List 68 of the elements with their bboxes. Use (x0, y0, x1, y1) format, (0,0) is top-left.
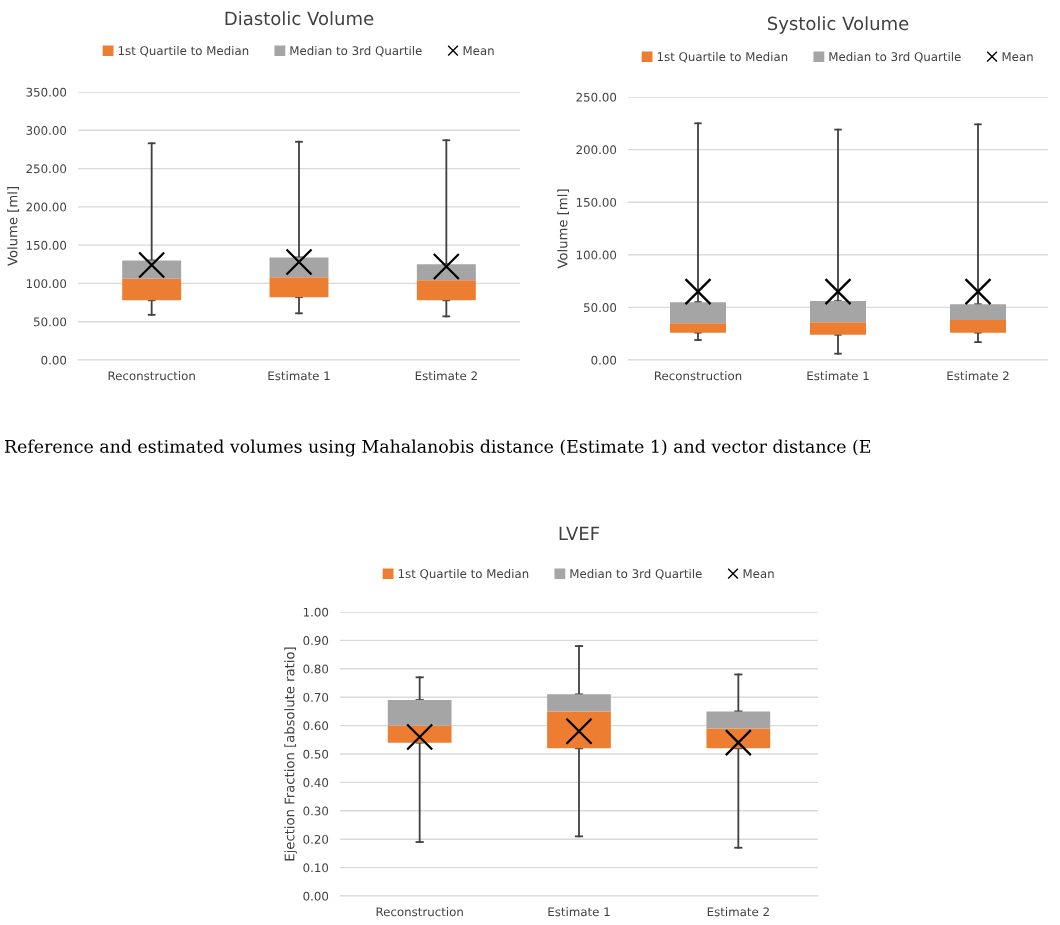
bar (547, 711, 611, 749)
y-tick-label: 250.00 (26, 164, 67, 174)
bar (387, 700, 452, 726)
legend-label: Median to 3rd Quartile (290, 45, 422, 57)
x-tick-label: Estimate 2 (415, 371, 477, 381)
y-tick-label: 250.00 (576, 92, 617, 102)
bar (950, 320, 1006, 333)
y-tick-label: 0.10 (303, 863, 329, 873)
legend-label: 1st Quartile to Median (398, 568, 529, 580)
chart-title: LVEF (559, 526, 600, 540)
bar (810, 301, 866, 323)
bar (416, 264, 476, 281)
bar (950, 304, 1006, 321)
y-tick-label: 0.00 (591, 355, 617, 365)
x-tick-label: Estimate 2 (947, 371, 1009, 381)
y-tick-label: 0.60 (303, 721, 329, 731)
x-tick-label: Estimate 1 (268, 371, 330, 381)
y-tick-label: 0.40 (303, 778, 329, 788)
bar (670, 323, 726, 333)
x-tick-label: Reconstruction (376, 907, 463, 917)
text: Reference and estimated volumes using Mahalanobis distance (Estimate 1) and vector distance (E (4, 439, 871, 457)
y-axis-title: Ejection Fraction [absolute ratio] (284, 647, 298, 861)
y-tick-label: 0.80 (303, 664, 329, 674)
bar (122, 278, 182, 301)
legend-label: Mean (743, 569, 774, 579)
x-tick-label: Reconstruction (654, 371, 742, 381)
y-axis-title: Volume [ml] (557, 189, 570, 269)
y-tick-label: 350.00 (26, 87, 67, 97)
y-tick-label: 0.30 (303, 806, 329, 816)
legend-label: Median to 3rd Quartile (570, 568, 702, 580)
legend-label: Mean (1002, 52, 1033, 62)
bar (670, 302, 726, 324)
y-tick-label: 50.00 (584, 303, 617, 313)
y-tick-label: 150.00 (576, 197, 617, 207)
y-tick-label: 0.20 (303, 834, 329, 844)
legend-label: 1st Quartile to Median (657, 51, 788, 63)
bar (387, 725, 452, 743)
y-axis-title: Volume [ml] (7, 187, 20, 266)
legend-label: 1st Quartile to Median (118, 45, 249, 57)
x-tick-label: Reconstruction (108, 371, 195, 381)
chart-title: Diastolic Volume (225, 11, 374, 26)
bar (122, 260, 182, 279)
legend-label: Median to 3rd Quartile (829, 51, 961, 63)
y-tick-label: 300.00 (26, 126, 67, 135)
bar (547, 694, 611, 712)
y-tick-label: 50.00 (34, 317, 67, 327)
bar (706, 728, 771, 749)
y-tick-label: 200.00 (576, 145, 617, 155)
chart-title: Systolic Volume (767, 16, 909, 34)
y-tick-label: 0.00 (303, 891, 329, 901)
bar (269, 257, 329, 278)
y-tick-label: 150.00 (26, 240, 67, 250)
y-tick-label: 1.00 (303, 607, 329, 617)
bar (706, 711, 771, 729)
y-tick-label: 0.70 (303, 692, 329, 702)
legend-label: Mean (463, 46, 494, 56)
bar (416, 280, 476, 301)
y-tick-label: 0.90 (303, 636, 329, 646)
y-tick-label: 100.00 (26, 279, 67, 289)
y-tick-label: 0.00 (41, 355, 67, 365)
y-tick-label: 100.00 (576, 250, 617, 260)
bar (810, 322, 866, 335)
y-tick-label: 200.00 (26, 202, 67, 212)
x-tick-label: Estimate 1 (807, 371, 869, 381)
y-tick-label: 0.50 (303, 749, 329, 759)
bar (269, 277, 329, 298)
x-tick-label: Estimate 2 (707, 907, 769, 917)
x-tick-label: Estimate 1 (548, 907, 610, 917)
